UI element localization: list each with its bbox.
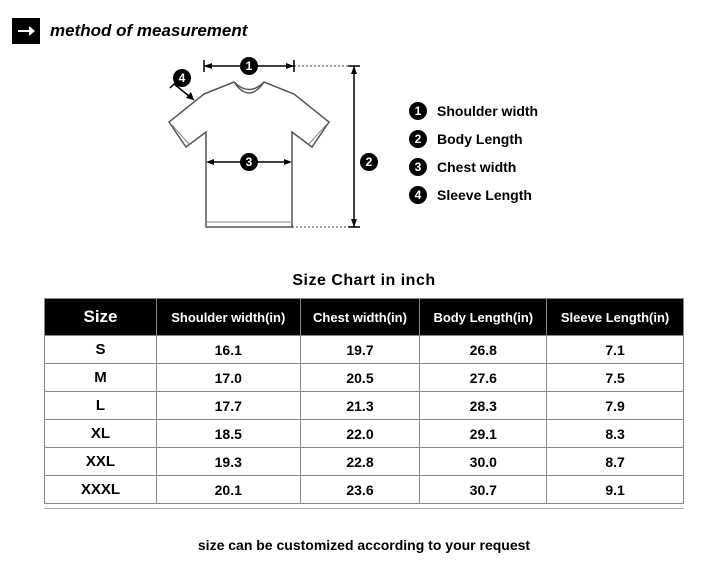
cell-value: 27.6 <box>420 364 547 392</box>
cell-value: 7.9 <box>547 392 684 420</box>
svg-text:4: 4 <box>179 71 186 85</box>
legend-item: 4 Sleeve Length <box>409 186 538 204</box>
table-row: XL 18.5 22.0 29.1 8.3 <box>45 420 684 448</box>
tshirt-diagram: 1 2 3 4 <box>134 52 394 252</box>
cell-size: S <box>45 336 157 364</box>
legend-label: Shoulder width <box>437 103 538 119</box>
footnote: size can be customized according to your… <box>0 537 728 553</box>
cell-value: 8.3 <box>547 420 684 448</box>
cell-size: L <box>45 392 157 420</box>
legend-num-icon: 4 <box>409 186 427 204</box>
legend-num-icon: 1 <box>409 102 427 120</box>
cell-value: 26.8 <box>420 336 547 364</box>
col-sleeve: Sleeve Length(in) <box>547 299 684 336</box>
cell-value: 9.1 <box>547 476 684 504</box>
svg-text:3: 3 <box>246 155 253 169</box>
table-header-row: Size Shoulder width(in) Chest width(in) … <box>45 299 684 336</box>
cell-value: 22.8 <box>300 448 420 476</box>
cell-value: 16.1 <box>157 336 301 364</box>
cell-value: 20.5 <box>300 364 420 392</box>
cell-value: 7.5 <box>547 364 684 392</box>
table-row: S 16.1 19.7 26.8 7.1 <box>45 336 684 364</box>
chart-title: Size Chart in inch <box>0 272 728 290</box>
cell-value: 7.1 <box>547 336 684 364</box>
col-chest: Chest width(in) <box>300 299 420 336</box>
cell-value: 22.0 <box>300 420 420 448</box>
cell-value: 20.1 <box>157 476 301 504</box>
measurement-legend: 1 Shoulder width 2 Body Length 3 Chest w… <box>409 102 538 214</box>
table-row: L 17.7 21.3 28.3 7.9 <box>45 392 684 420</box>
cell-value: 19.7 <box>300 336 420 364</box>
cell-value: 18.5 <box>157 420 301 448</box>
cell-value: 23.6 <box>300 476 420 504</box>
col-body: Body Length(in) <box>420 299 547 336</box>
cell-size: XL <box>45 420 157 448</box>
table-row: M 17.0 20.5 27.6 7.5 <box>45 364 684 392</box>
cell-size: M <box>45 364 157 392</box>
cell-value: 30.0 <box>420 448 547 476</box>
size-chart-table: Size Shoulder width(in) Chest width(in) … <box>44 298 684 504</box>
legend-label: Body Length <box>437 131 523 147</box>
diagram-area: 1 2 3 4 1 Shoulder width 2 Body Length 3… <box>134 52 594 252</box>
header: method of measurement <box>0 0 728 44</box>
legend-item: 2 Body Length <box>409 130 538 148</box>
svg-text:2: 2 <box>366 155 373 169</box>
legend-num-icon: 3 <box>409 158 427 176</box>
header-title: method of measurement <box>50 21 247 41</box>
legend-item: 3 Chest width <box>409 158 538 176</box>
legend-item: 1 Shoulder width <box>409 102 538 120</box>
col-size: Size <box>45 299 157 336</box>
legend-label: Chest width <box>437 159 516 175</box>
cell-value: 17.0 <box>157 364 301 392</box>
cell-value: 29.1 <box>420 420 547 448</box>
cell-size: XXL <box>45 448 157 476</box>
cell-value: 28.3 <box>420 392 547 420</box>
cell-value: 21.3 <box>300 392 420 420</box>
cell-value: 8.7 <box>547 448 684 476</box>
cell-value: 30.7 <box>420 476 547 504</box>
arrow-icon <box>12 18 40 44</box>
divider <box>44 508 684 509</box>
legend-num-icon: 2 <box>409 130 427 148</box>
legend-label: Sleeve Length <box>437 187 532 203</box>
cell-value: 17.7 <box>157 392 301 420</box>
cell-size: XXXL <box>45 476 157 504</box>
table-row: XXXL 20.1 23.6 30.7 9.1 <box>45 476 684 504</box>
col-shoulder: Shoulder width(in) <box>157 299 301 336</box>
cell-value: 19.3 <box>157 448 301 476</box>
svg-text:1: 1 <box>246 59 253 73</box>
table-row: XXL 19.3 22.8 30.0 8.7 <box>45 448 684 476</box>
